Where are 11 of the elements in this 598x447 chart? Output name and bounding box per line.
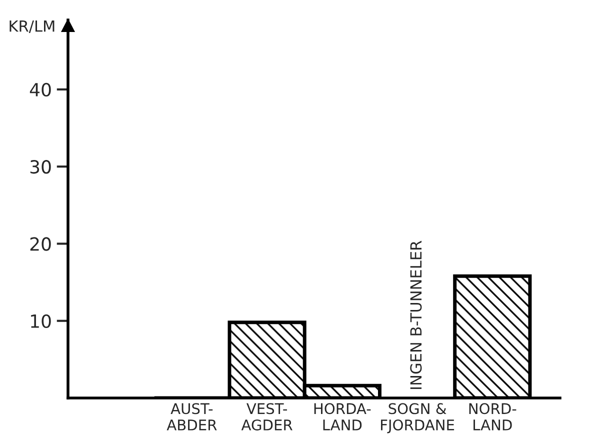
x-tick-label: SOGN & FJORDANE bbox=[381, 403, 454, 434]
x-tick-label: AUST- ABDER bbox=[166, 403, 217, 430]
x-tick-label: HORDA- LAND bbox=[314, 403, 371, 430]
annotation: INGEN B-TUNNELER bbox=[410, 240, 422, 389]
y-tick-label: 40 bbox=[30, 82, 51, 97]
y-tick-label: 10 bbox=[31, 314, 51, 328]
x-tick-label: NORD- LAND bbox=[469, 403, 516, 430]
y-axis-title: KR/LM bbox=[10, 20, 54, 34]
y-tick-label: 20 bbox=[30, 237, 51, 251]
x-tick-label: VEST- AGDER bbox=[241, 403, 292, 430]
y-tick-label: 30 bbox=[30, 160, 51, 174]
